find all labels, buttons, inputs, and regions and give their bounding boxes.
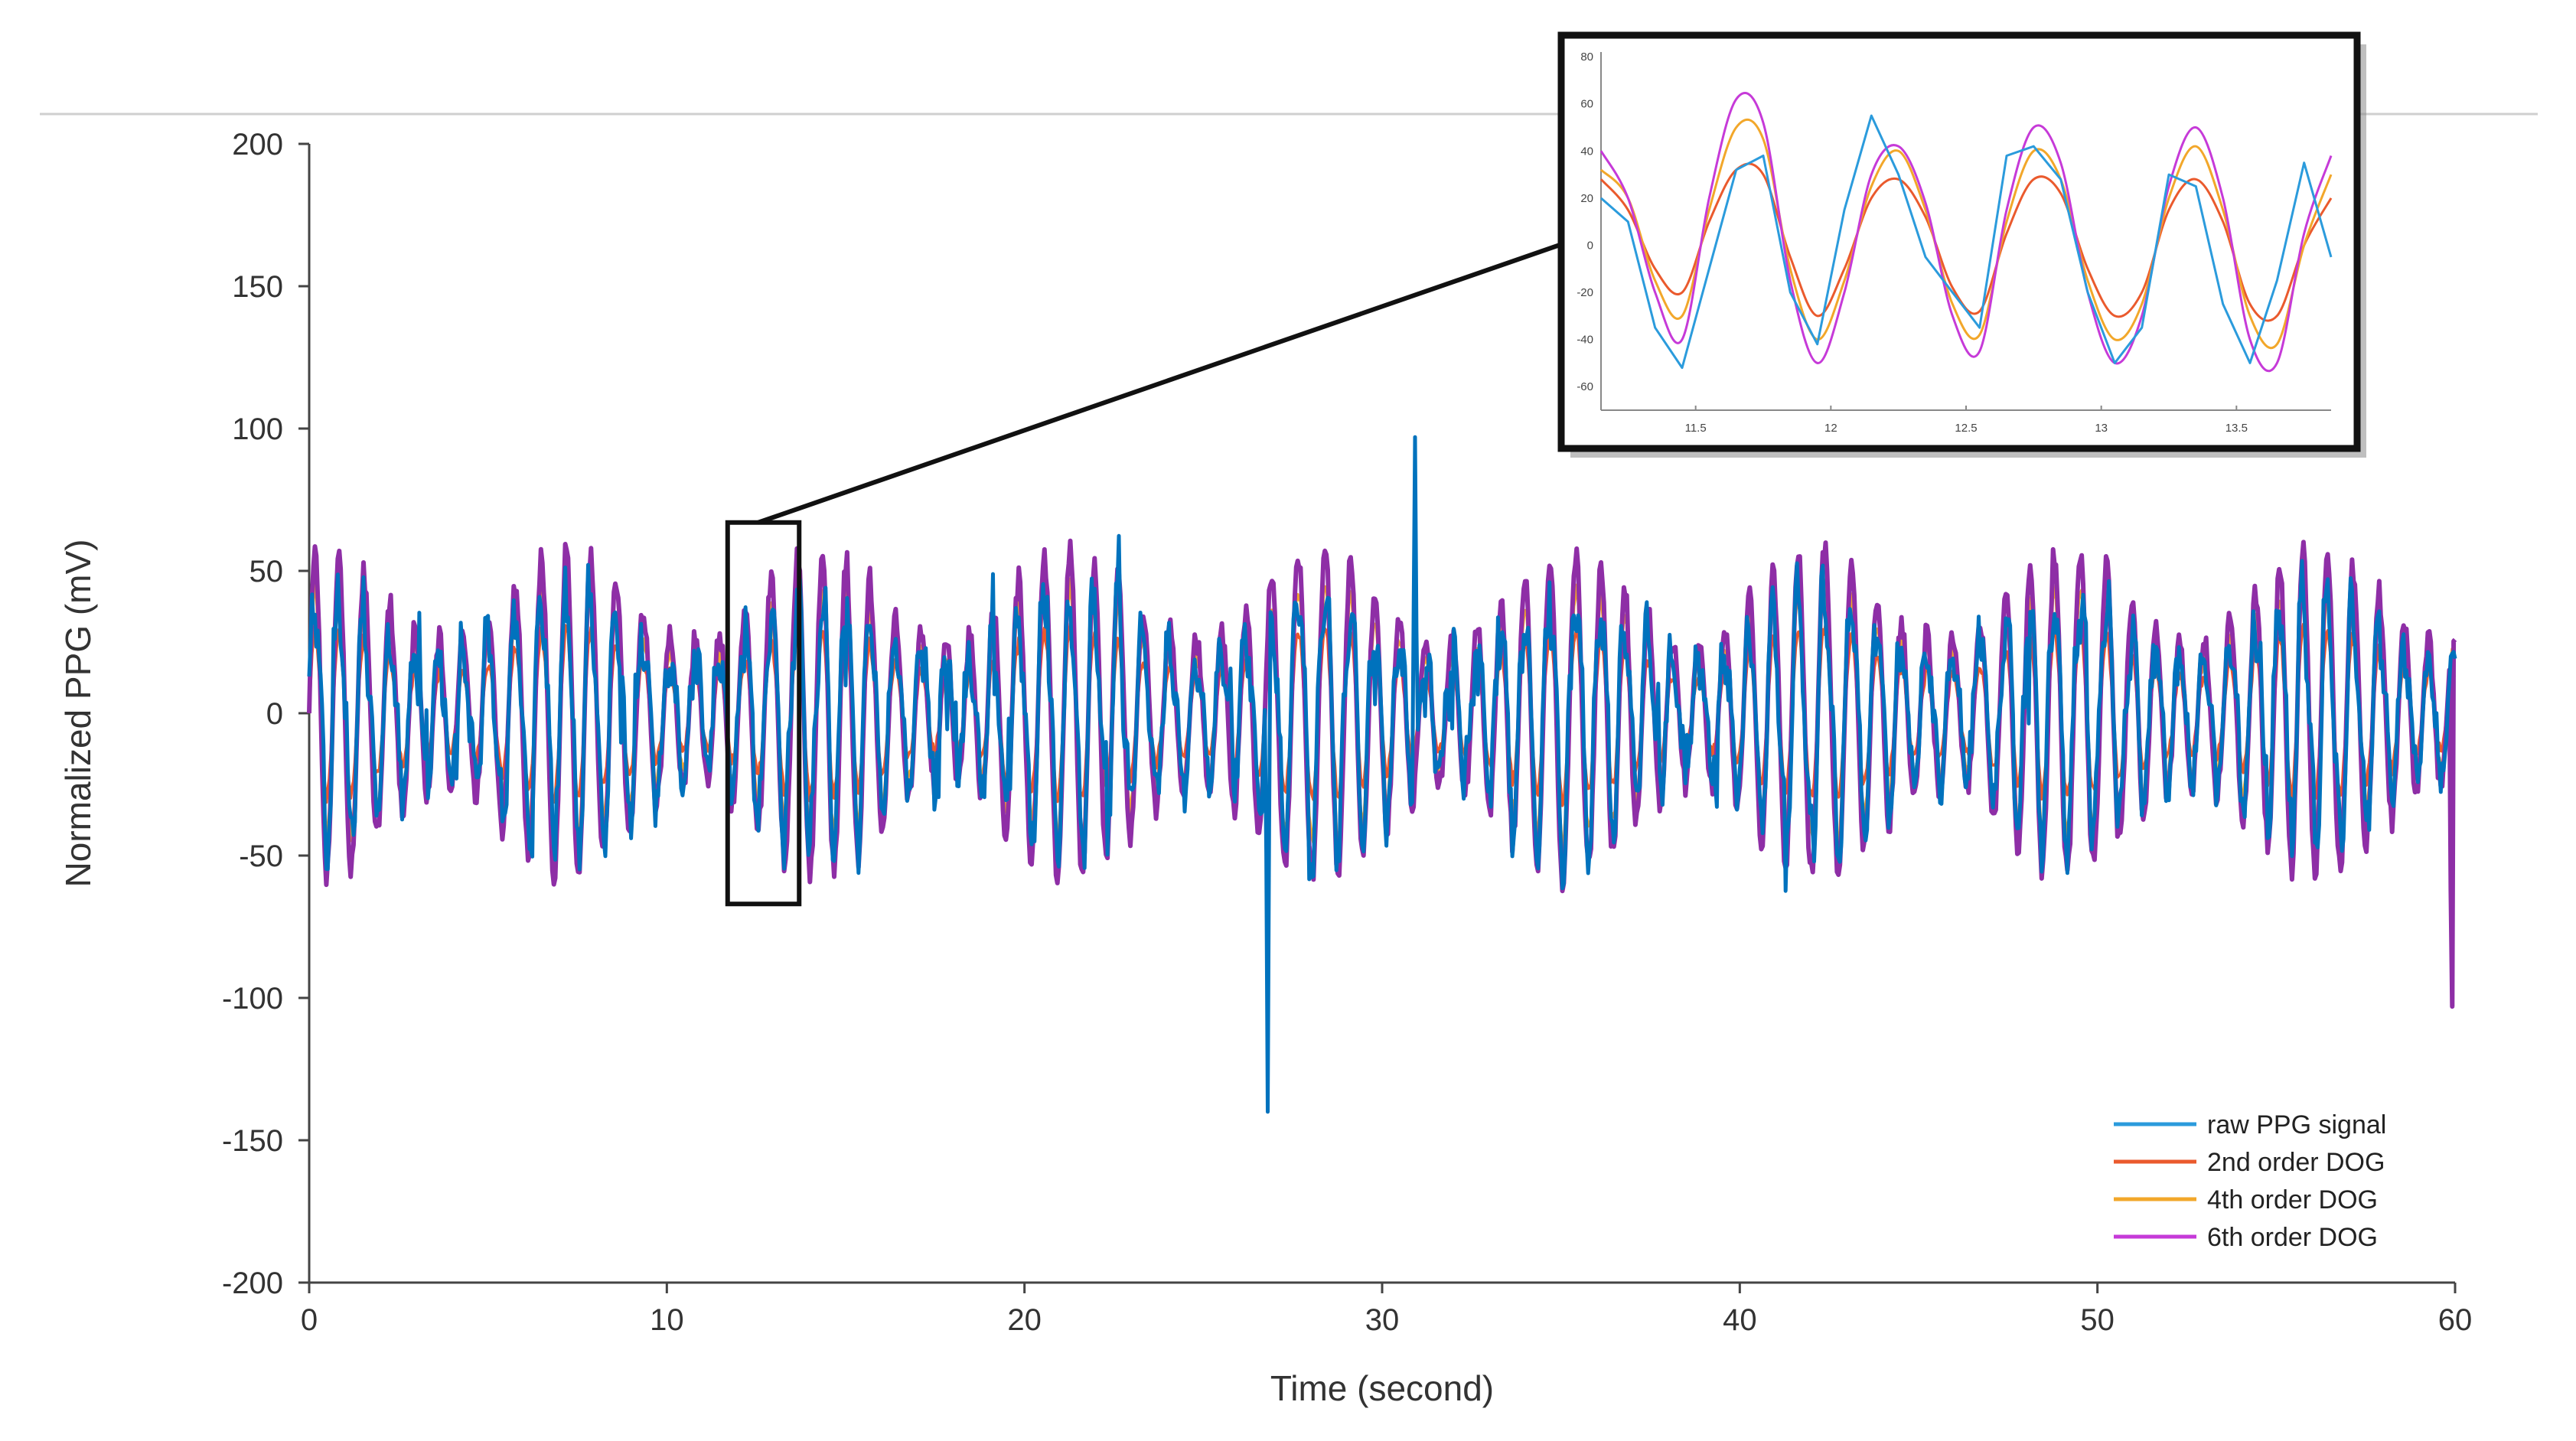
inset-y-tick-label: -60	[1577, 380, 1593, 393]
y-axis-title: Normalized PPG (mV)	[58, 540, 98, 888]
inset-line-dog4	[1599, 118, 2333, 350]
inset-x-tick-label: 13	[2095, 422, 2108, 435]
inset-x-ticks: 11.5 12 12.5 13 13.5	[1685, 406, 2248, 435]
x-ticks: 0 10 20 30 40 50 60	[301, 1283, 2472, 1337]
inset-y-tick-label: 0	[1587, 239, 1593, 252]
x-tick-label: 60	[2438, 1303, 2473, 1337]
y-tick-label: 0	[266, 697, 283, 731]
x-tick-label: 50	[2080, 1303, 2115, 1337]
x-tick-label: 30	[1365, 1303, 1400, 1337]
x-tick-label: 40	[1723, 1303, 1757, 1337]
legend: raw PPG signal 2nd order DOG 4th order D…	[2114, 1110, 2386, 1252]
y-tick-label: -50	[239, 839, 283, 873]
series-line-raw	[307, 435, 2457, 1114]
inset-x-tick-label: 12.5	[1955, 422, 1977, 435]
y-ticks: 200 150 100 50 0 -50 -100 -150 -200	[222, 128, 309, 1300]
inset-panel: 80 60 40 20 0 -20 -40 -60 11.5 12 12.5 13 13.5	[1557, 31, 2366, 458]
y-tick-label: 200	[232, 128, 283, 161]
inset-line-raw	[1600, 114, 2333, 370]
y-tick-label: -200	[222, 1267, 283, 1300]
inset-frame	[1557, 31, 2361, 452]
legend-label-dog4: 4th order DOG	[2207, 1185, 2378, 1214]
legend-label-raw: raw PPG signal	[2207, 1110, 2386, 1139]
legend-label-dog6: 6th order DOG	[2207, 1223, 2378, 1252]
inset-y-tick-label: 80	[1580, 51, 1593, 64]
inset-x-tick-label: 12	[1824, 422, 1837, 435]
y-tick-label: 50	[249, 555, 284, 588]
inset-y-tick-label: 40	[1580, 145, 1593, 158]
inset-series	[1599, 92, 2333, 373]
inset-line-dog6	[1599, 92, 2333, 373]
y-tick-label: -100	[222, 982, 283, 1016]
inset-x-tick-label: 13.5	[2225, 422, 2248, 435]
zoom-connector-line	[757, 241, 1565, 525]
inset-y-tick-label: 20	[1580, 192, 1593, 205]
y-tick-label: 100	[232, 412, 283, 446]
inset-y-tick-label: -40	[1577, 334, 1593, 347]
x-tick-label: 0	[301, 1303, 318, 1337]
inset-y-ticks: 80 60 40 20 0 -20 -40 -60	[1577, 51, 1593, 393]
inset-line-dog2	[1599, 162, 2333, 322]
inset-x-tick-label: 11.5	[1685, 422, 1707, 435]
inset-y-tick-label: 60	[1580, 98, 1593, 111]
x-tick-label: 20	[1007, 1303, 1042, 1337]
x-axis-title: Time (second)	[1270, 1368, 1494, 1408]
legend-label-dog2: 2nd order DOG	[2207, 1148, 2385, 1177]
y-tick-label: -150	[222, 1124, 283, 1158]
x-tick-label: 10	[650, 1303, 684, 1337]
inset-y-tick-label: -20	[1577, 286, 1593, 299]
main-series	[307, 435, 2457, 1114]
y-tick-label: 150	[232, 270, 283, 304]
